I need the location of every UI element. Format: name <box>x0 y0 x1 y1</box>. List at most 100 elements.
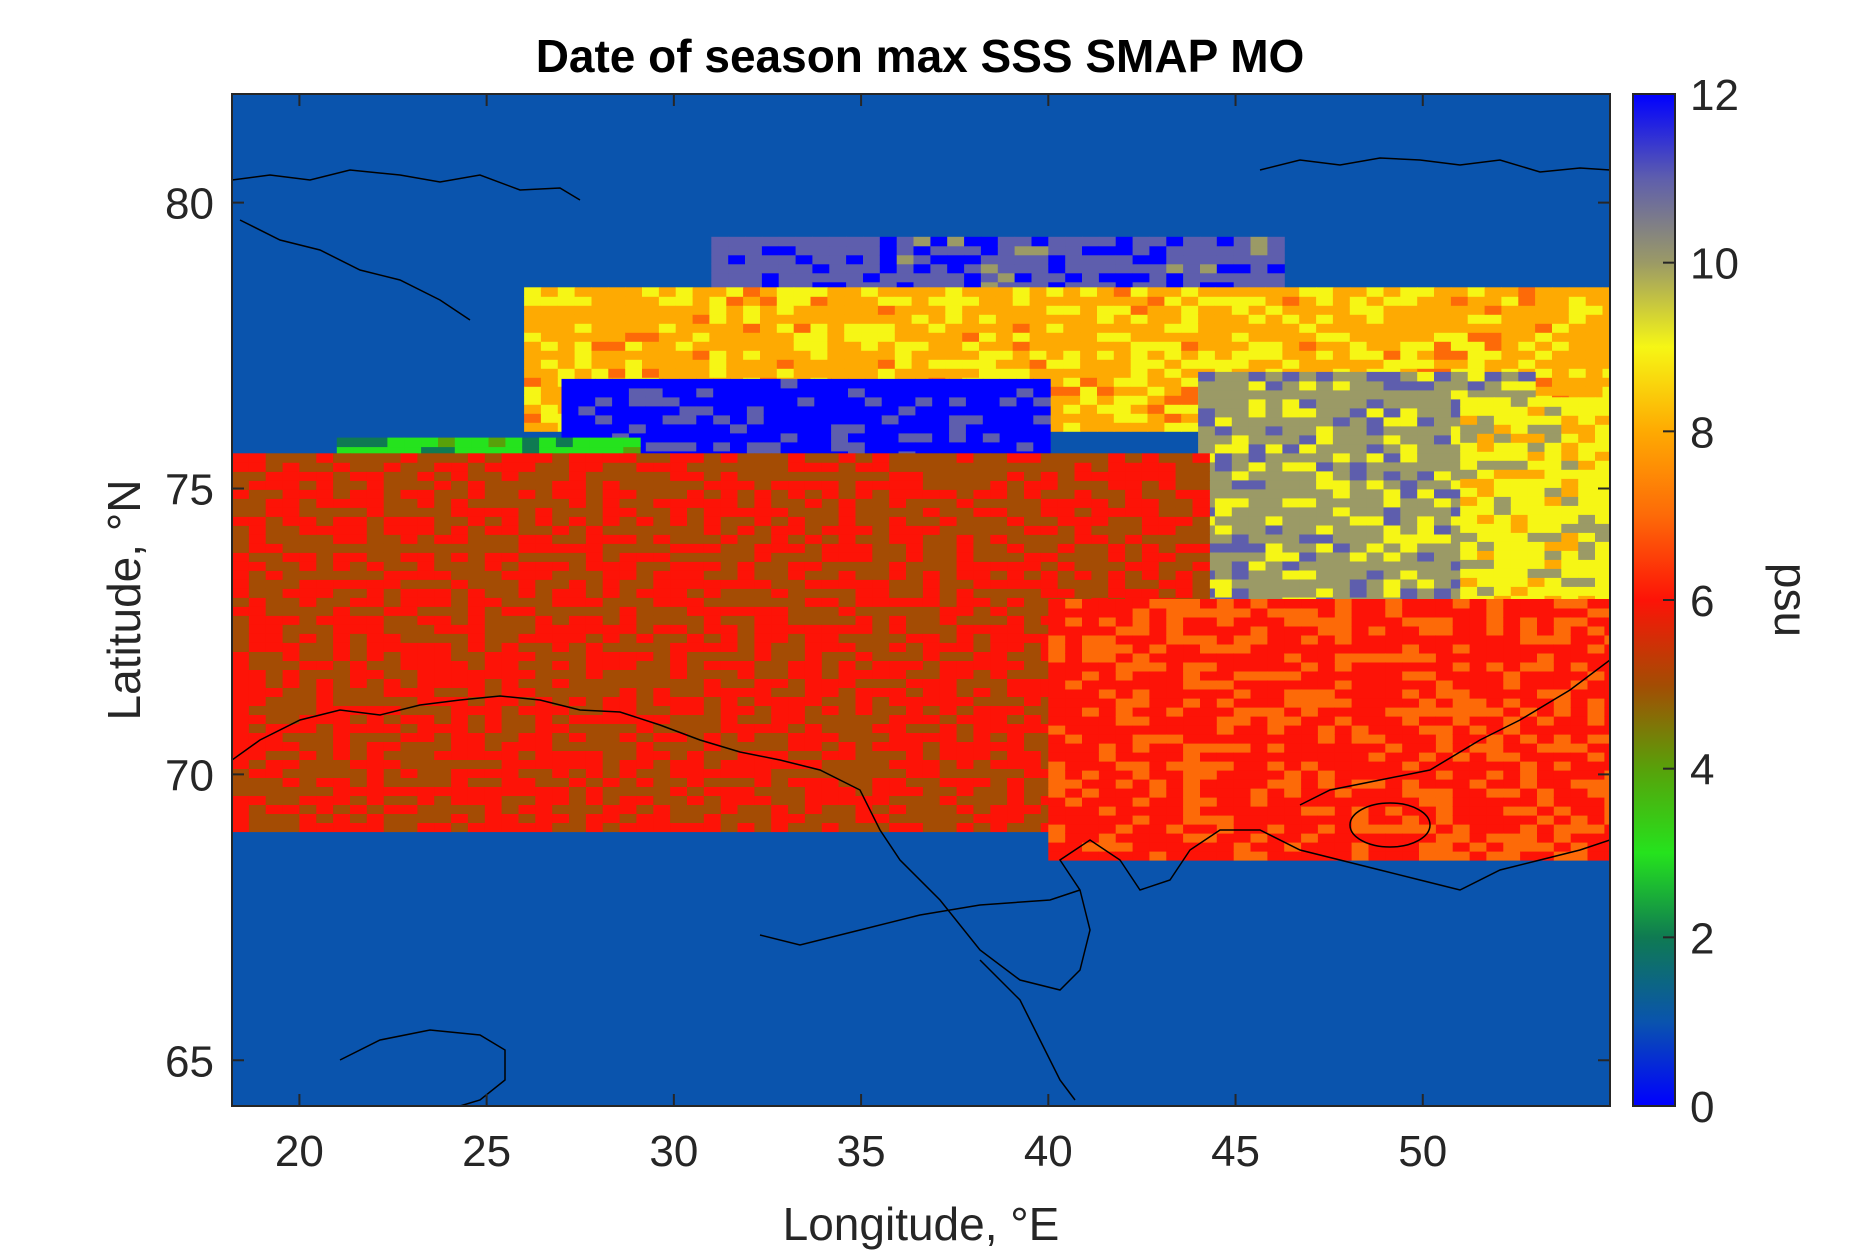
heatmap-cell <box>997 245 1016 256</box>
heatmap-cell <box>1460 532 1478 542</box>
heatmap-cell <box>1097 314 1115 324</box>
heatmap-cell <box>720 624 739 634</box>
heatmap-cell <box>1141 525 1160 535</box>
heatmap-cell <box>653 588 671 598</box>
heatmap-cell <box>776 287 795 297</box>
heatmap-cell <box>1214 497 1233 508</box>
heatmap-cell <box>248 795 267 805</box>
heatmap-cell <box>810 323 828 333</box>
heatmap-cell <box>552 723 570 733</box>
heatmap-cell <box>838 714 856 724</box>
heatmap-cell <box>625 305 643 315</box>
heatmap-cell <box>333 732 351 742</box>
heatmap-cell <box>855 669 873 679</box>
heatmap-cell <box>585 777 604 787</box>
heatmap-cell <box>760 368 778 378</box>
heatmap-cell <box>939 705 958 715</box>
heatmap-cell <box>928 359 946 369</box>
heatmap-cell <box>889 741 907 751</box>
heatmap-cell <box>232 750 250 760</box>
heatmap-cell <box>1040 507 1059 517</box>
heatmap-cell <box>1544 532 1562 542</box>
heatmap-cell <box>1097 368 1115 378</box>
heatmap-cell <box>383 624 402 634</box>
heatmap-cell <box>831 405 849 416</box>
heatmap-cell <box>973 813 991 823</box>
heatmap-cell <box>1125 516 1143 526</box>
heatmap-cell <box>636 678 654 688</box>
heatmap-cell <box>1046 368 1064 378</box>
heatmap-cell <box>670 624 688 634</box>
heatmap-cell <box>1214 525 1233 535</box>
heatmap-cell <box>585 696 604 706</box>
heatmap-cell <box>1091 516 1109 526</box>
heatmap-cell <box>737 615 755 625</box>
heatmap-cell <box>990 588 1008 598</box>
heatmap-cell <box>619 768 637 778</box>
heatmap-cell <box>540 332 559 342</box>
heatmap-cell <box>730 441 748 452</box>
heatmap-cell <box>248 543 267 553</box>
heatmap-cell <box>855 777 873 787</box>
heatmap-cell <box>1349 305 1368 315</box>
heatmap-cell <box>1585 332 1604 342</box>
heatmap-cell <box>552 696 570 706</box>
heatmap-cell <box>1040 534 1059 544</box>
heatmap-cell <box>1535 296 1553 306</box>
heatmap-cell <box>467 759 486 769</box>
heatmap-cell <box>939 714 958 724</box>
heatmap-cell <box>451 570 469 580</box>
heatmap-cell <box>1510 514 1529 524</box>
heatmap-cell <box>1518 341 1536 351</box>
heatmap-cell <box>1349 461 1368 472</box>
heatmap-cell <box>1527 406 1545 416</box>
heatmap-cell <box>1282 443 1300 454</box>
heatmap-cell <box>1602 305 1610 315</box>
heatmap-cell <box>451 498 469 508</box>
heatmap-cell <box>434 678 452 688</box>
heatmap-cell <box>400 660 418 670</box>
heatmap-cell <box>889 678 907 688</box>
heatmap-cell <box>552 714 570 724</box>
heatmap-cell <box>569 651 587 661</box>
heatmap-cell <box>1316 534 1334 544</box>
heatmap-cell <box>1080 359 1098 369</box>
heatmap-cell <box>979 323 997 333</box>
heatmap-cell <box>366 624 385 634</box>
heatmap-cell <box>535 822 553 833</box>
heatmap-cell <box>569 732 587 742</box>
heatmap-cell <box>1125 480 1143 490</box>
heatmap-cell <box>945 323 963 333</box>
heatmap-cell <box>383 714 402 724</box>
heatmap-cell <box>670 498 688 508</box>
heatmap-cell <box>1012 350 1031 360</box>
heatmap-cell <box>973 642 991 652</box>
heatmap-cell <box>1057 579 1076 589</box>
heatmap-cell <box>778 272 797 283</box>
heatmap-cell <box>434 642 452 652</box>
heatmap-cell <box>838 489 856 499</box>
heatmap-cell <box>973 822 991 833</box>
heatmap-cell <box>911 296 929 306</box>
heatmap-cell <box>980 263 999 274</box>
heatmap-cell <box>1248 407 1266 418</box>
heatmap-cell <box>877 287 896 297</box>
heatmap-cell <box>316 507 334 517</box>
heatmap-cell <box>540 413 559 423</box>
heatmap-cell <box>1535 332 1553 342</box>
heatmap-cell <box>1057 507 1076 517</box>
heatmap-cell <box>872 741 890 751</box>
heatmap-cell <box>737 732 755 742</box>
heatmap-cell <box>535 516 553 526</box>
heatmap-cell <box>316 759 334 769</box>
heatmap-cell <box>945 350 963 360</box>
heatmap-cell <box>889 588 907 598</box>
heatmap-cell <box>778 281 797 292</box>
heatmap-cell <box>720 750 739 760</box>
heatmap-cell <box>232 741 250 751</box>
heatmap-cell <box>1063 386 1081 396</box>
heatmap-cell <box>316 543 334 553</box>
heatmap-cell <box>1181 296 1199 306</box>
heatmap-cell <box>467 534 486 544</box>
heatmap-cell <box>894 350 913 360</box>
